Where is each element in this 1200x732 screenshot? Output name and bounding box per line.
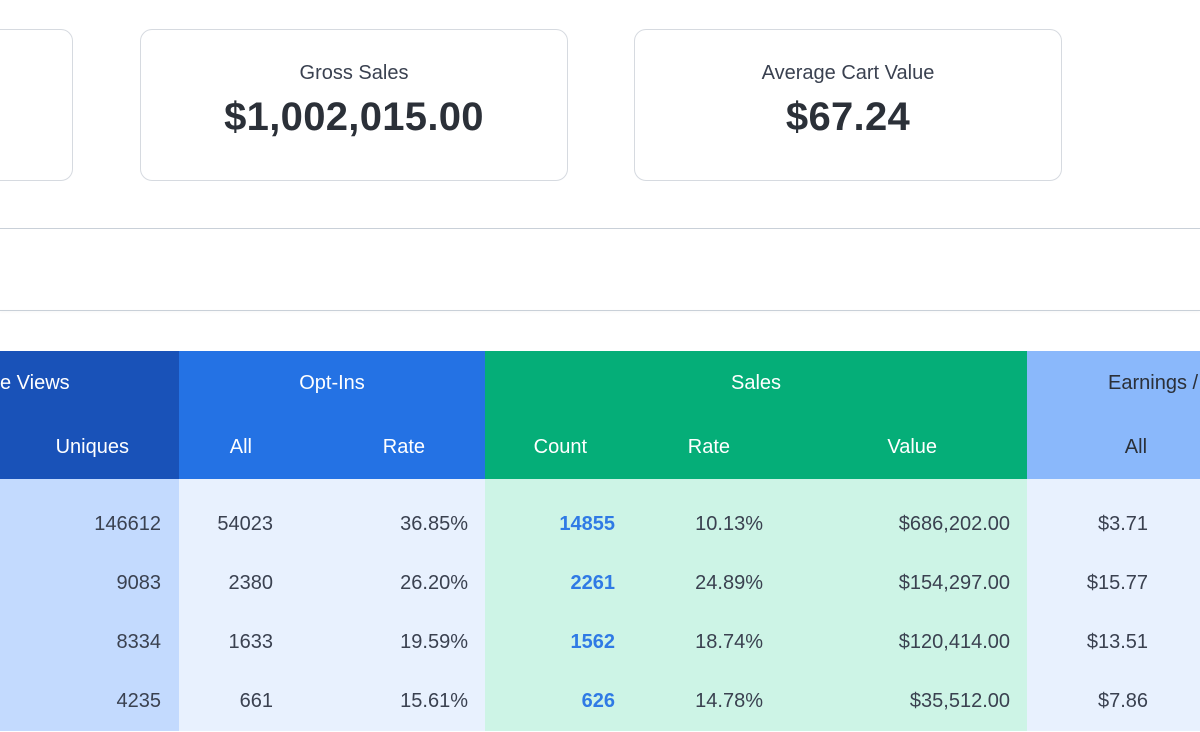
group-header-views: e Views [0,351,179,415]
average-cart-value: $67.24 [785,95,911,139]
stat-card-partial [0,29,73,181]
cell-sales-count-link[interactable]: 626 [485,672,616,731]
cell-optins-all: 54023 [179,479,305,554]
cell-earnings-extra [1174,479,1200,554]
cell-uniques: 8334 [0,613,179,672]
cell-optins-all: 2380 [179,554,305,613]
col-header-earnings-all[interactable]: All [1027,415,1175,479]
group-header-sales: Sales [485,351,1028,415]
panel-bottom-divider [0,310,1200,311]
cell-sales-value: $35,512.00 [778,672,1028,731]
cell-sales-rate: 14.78% [615,672,779,731]
cell-sales-rate: 10.13% [615,479,779,554]
cell-uniques: 4235 [0,672,179,731]
cell-sales-count-link[interactable]: 1562 [485,613,616,672]
group-header-earnings: Earnings / [1027,351,1200,415]
cell-optins-rate: 26.20% [305,554,486,613]
average-cart-label: Average Cart Value [761,62,935,84]
gross-sales-card: Gross Sales $1,002,015.00 [140,29,568,181]
cell-optins-all: 661 [179,672,305,731]
col-header-optins-all[interactable]: All [179,415,305,479]
cell-uniques: 146612 [0,479,179,554]
gross-sales-value: $1,002,015.00 [224,95,484,139]
cell-sales-count-link[interactable]: 2261 [485,554,616,613]
panel-top-divider [0,228,1200,229]
table-row: 4235 661 15.61% 626 14.78% $35,512.00 $7.86 [0,672,1200,731]
cell-sales-rate: 18.74% [615,613,779,672]
col-header-optins-rate[interactable]: Rate [305,415,486,479]
col-header-earnings-extra [1174,415,1200,479]
cell-earnings-all: $3.71 [1027,479,1175,554]
average-cart-card: Average Cart Value $67.24 [634,29,1062,181]
cell-optins-rate: 36.85% [305,479,486,554]
cell-sales-value: $154,297.00 [778,554,1028,613]
col-header-sales-count[interactable]: Count [485,415,616,479]
cell-sales-count-link[interactable]: 14855 [485,479,616,554]
cell-optins-rate: 15.61% [305,672,486,731]
cell-uniques: 9083 [0,554,179,613]
cell-earnings-all: $13.51 [1027,613,1175,672]
table-body: 146612 54023 36.85% 14855 10.13% $686,202.00 $… [0,479,1200,731]
cell-earnings-extra [1174,613,1200,672]
cell-optins-rate: 19.59% [305,613,486,672]
gross-sales-label: Gross Sales [299,62,409,84]
stats-table: e Views Opt-Ins Sales Earnings / Uniques… [0,351,1200,731]
cell-earnings-extra [1174,672,1200,731]
cell-earnings-extra [1174,554,1200,613]
group-header-optins: Opt-Ins [179,351,486,415]
stats-table-container[interactable]: e Views Opt-Ins Sales Earnings / Uniques… [0,351,1200,732]
cell-earnings-all: $15.77 [1027,554,1175,613]
col-header-sales-value[interactable]: Value [778,415,1028,479]
table-row: 8334 1633 19.59% 1562 18.74% $120,414.00 $13.5… [0,613,1200,672]
col-header-sales-rate[interactable]: Rate [615,415,779,479]
table-row: 9083 2380 26.20% 2261 24.89% $154,297.00 $15.7… [0,554,1200,613]
table-row: 146612 54023 36.85% 14855 10.13% $686,202.00 $… [0,479,1200,554]
col-header-uniques[interactable]: Uniques [0,415,179,479]
cell-optins-all: 1633 [179,613,305,672]
cell-sales-value: $686,202.00 [778,479,1028,554]
cell-earnings-all: $7.86 [1027,672,1175,731]
cell-sales-value: $120,414.00 [778,613,1028,672]
cell-sales-rate: 24.89% [615,554,779,613]
